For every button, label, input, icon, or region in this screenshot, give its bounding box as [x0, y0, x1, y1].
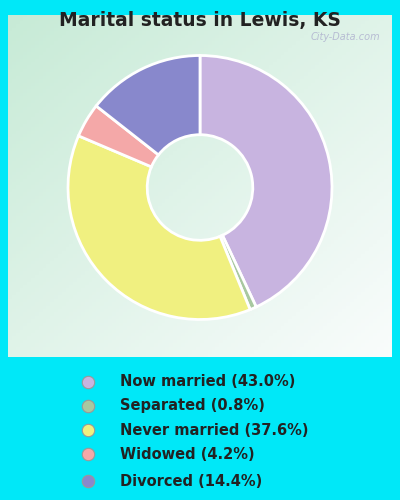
Text: City-Data.com: City-Data.com: [311, 32, 380, 42]
Text: Now married (43.0%): Now married (43.0%): [120, 374, 295, 389]
Wedge shape: [68, 136, 250, 320]
Text: Never married (37.6%): Never married (37.6%): [120, 422, 308, 438]
Wedge shape: [220, 236, 256, 310]
Wedge shape: [96, 56, 200, 155]
Text: Separated (0.8%): Separated (0.8%): [120, 398, 265, 413]
Text: Divorced (14.4%): Divorced (14.4%): [120, 474, 262, 489]
Text: Widowed (4.2%): Widowed (4.2%): [120, 447, 255, 462]
Text: Marital status in Lewis, KS: Marital status in Lewis, KS: [59, 11, 341, 30]
Wedge shape: [78, 106, 158, 167]
Wedge shape: [200, 56, 332, 307]
